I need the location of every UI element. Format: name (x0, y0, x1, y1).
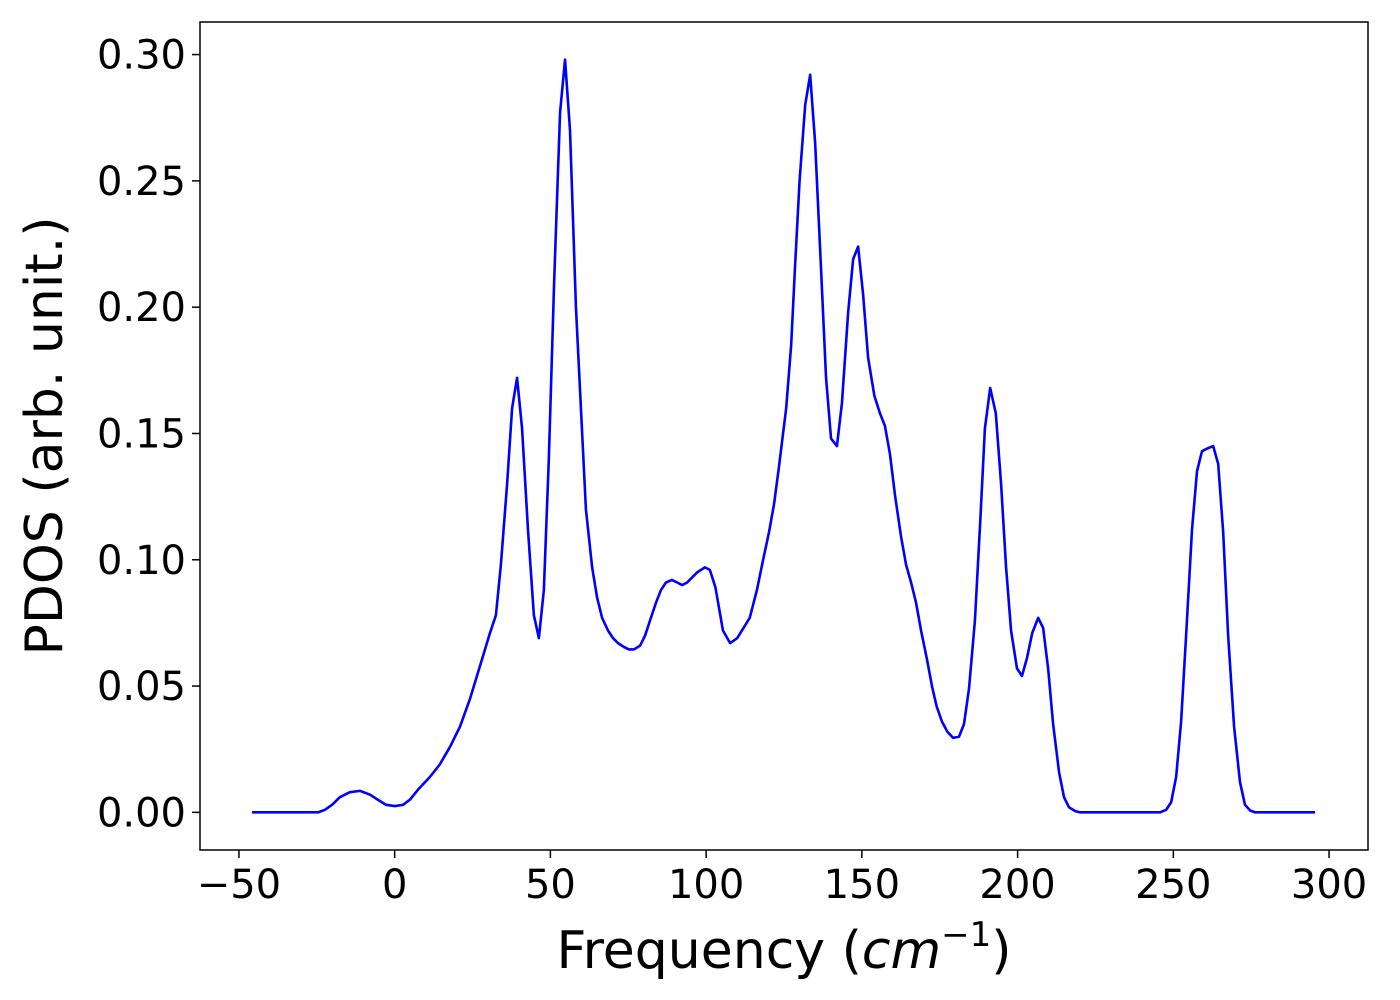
x-tick-label: 200 (979, 862, 1055, 908)
x-tick-label: 50 (525, 862, 576, 908)
y-tick-label: 0.00 (97, 790, 186, 836)
x-axis-label: Frequency (cm−1) (556, 915, 1011, 981)
x-tick-label: −50 (197, 862, 281, 908)
x-label-math: cm (862, 921, 941, 981)
pdos-line (252, 58, 1316, 814)
x-tick-label: 250 (1135, 862, 1211, 908)
y-tick-label: 0.10 (97, 538, 186, 584)
y-tick-label: 0.20 (97, 285, 186, 331)
y-tick-label: 0.05 (97, 664, 186, 710)
x-label-close: ) (991, 921, 1011, 981)
y-tick-label: 0.30 (97, 33, 186, 79)
x-label-sup: −1 (941, 915, 991, 955)
x-tick-label: 0 (382, 862, 407, 908)
y-tick-label: 0.15 (97, 411, 186, 457)
plot-frame (199, 21, 1369, 851)
x-label-text: Frequency ( (556, 921, 861, 981)
y-axis-label: PDOS (arb. unit.) (15, 216, 75, 655)
x-tick-label: 300 (1291, 862, 1367, 908)
x-tick-label: 150 (824, 862, 900, 908)
x-tick-label: 100 (668, 862, 744, 908)
y-tick-label: 0.25 (97, 159, 186, 205)
